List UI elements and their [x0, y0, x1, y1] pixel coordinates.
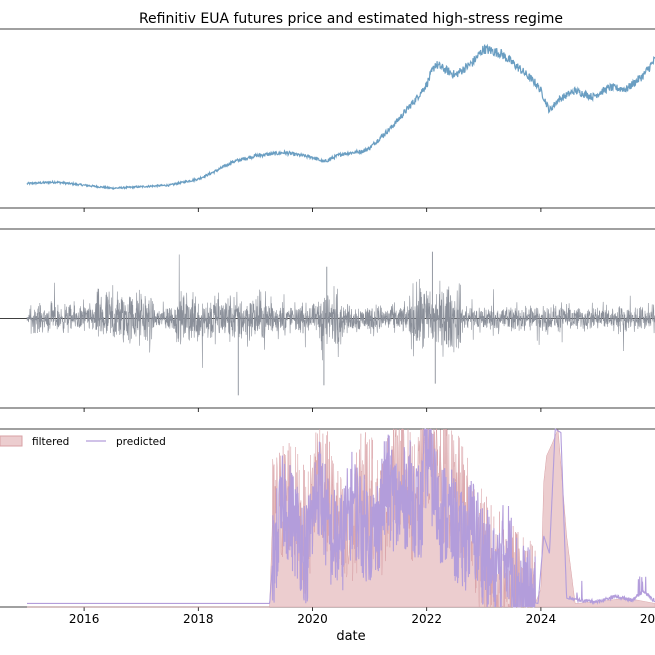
- x-tick-label-2022: 2022: [411, 612, 442, 626]
- regime-panel: [0, 428, 655, 611]
- chart-title: Refinitiv EUA futures price and estimate…: [139, 11, 563, 27]
- x-tick-label-2024: 2024: [526, 612, 557, 626]
- legend-label-predicted: predicted: [116, 436, 166, 448]
- returns-line: [26, 254, 655, 368]
- x-axis-ticks: 2016 2018 2020 2022 2024 2026: [69, 612, 655, 626]
- legend-label-filtered: filtered: [32, 436, 69, 448]
- legend: filtered predicted: [0, 435, 166, 448]
- returns-panel: [0, 228, 655, 412]
- x-tick-label-2026: 2026: [640, 612, 655, 626]
- legend-swatch-filtered: [0, 435, 23, 447]
- price-panel: [0, 28, 655, 212]
- x-tick-label-2018: 2018: [183, 612, 214, 626]
- x-tick-label-2020: 2020: [297, 612, 328, 626]
- price-line: [26, 43, 655, 190]
- predicted-line: [27, 428, 655, 608]
- x-axis-label: date: [336, 629, 365, 644]
- x-tick-label-2016: 2016: [69, 612, 100, 626]
